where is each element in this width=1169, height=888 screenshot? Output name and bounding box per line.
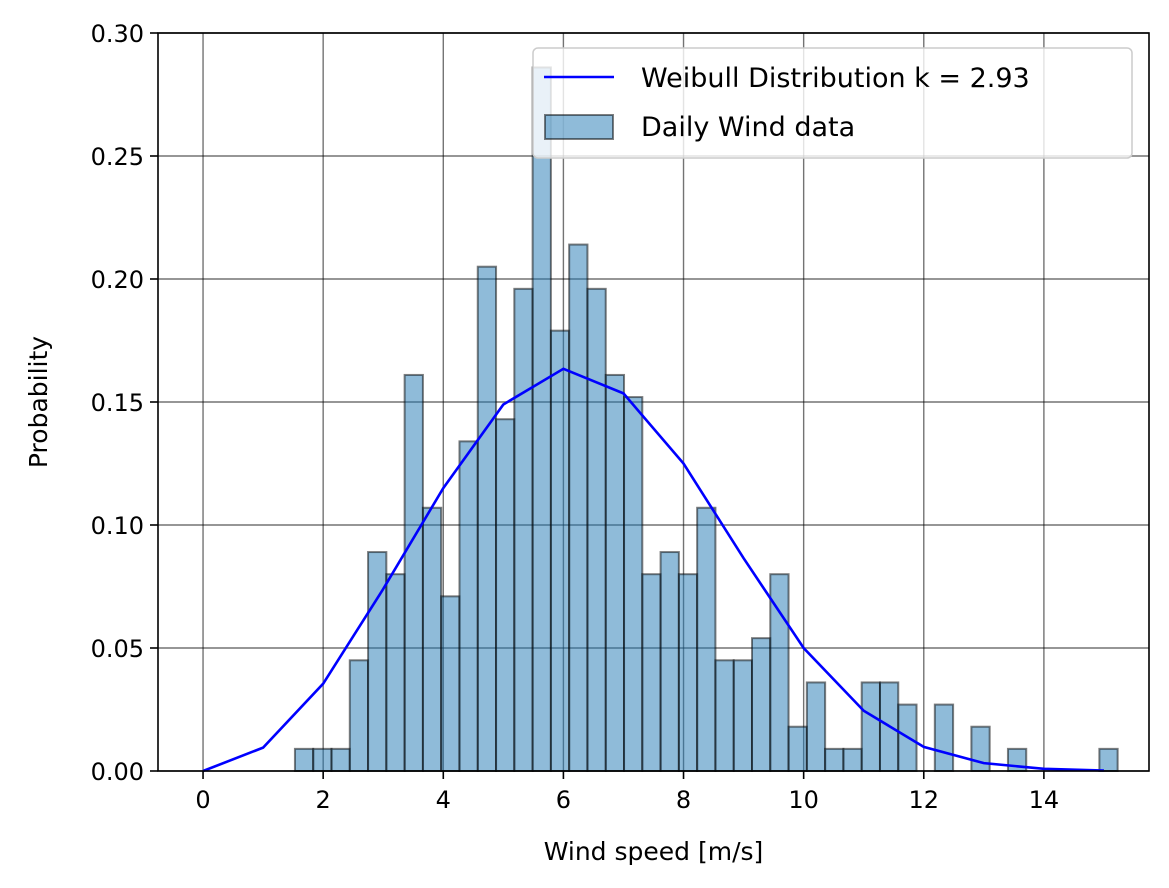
histogram-bar	[531, 66, 552, 772]
histogram-bar	[568, 243, 589, 772]
histogram-bar	[787, 725, 808, 772]
histogram-bar	[750, 637, 772, 772]
legend-label-weibull: Weibull Distribution k = 2.93	[641, 63, 1030, 94]
histogram-bar	[641, 573, 662, 773]
histogram-bar	[805, 681, 827, 772]
histogram-bar	[385, 573, 406, 773]
x-tick-label: 2	[316, 786, 331, 814]
x-tick-label: 14	[1029, 786, 1060, 814]
x-axis-title: Wind speed [m/s]	[544, 837, 764, 866]
histogram-bar	[860, 681, 881, 772]
histogram-bar	[403, 373, 424, 772]
y-tick-label: 0.00	[91, 758, 144, 786]
x-tick-label: 4	[436, 786, 451, 814]
legend: Weibull Distribution k = 2.93 Daily Wind…	[532, 47, 1133, 159]
y-tick-label: 0.05	[91, 635, 144, 663]
x-tick-label: 6	[556, 786, 571, 814]
x-tick-label: 0	[195, 786, 210, 814]
histogram-bar	[714, 659, 735, 772]
histogram-bar	[513, 287, 534, 772]
histogram-bar	[458, 440, 479, 772]
histogram-bar	[348, 659, 370, 772]
histogram-bar	[623, 396, 644, 772]
histogram-bar	[367, 551, 388, 772]
x-tick-label: 12	[908, 786, 939, 814]
histogram-bar	[732, 659, 753, 772]
histogram-bar	[330, 747, 351, 772]
weibull-distribution-line	[202, 367, 1104, 773]
histogram-bar	[824, 747, 845, 772]
y-tick-label: 0.25	[91, 143, 144, 171]
y-tick-label: 0.10	[91, 512, 144, 540]
y-tick-label: 0.30	[91, 20, 144, 48]
y-tick-label: 0.20	[91, 266, 144, 294]
weibull-line-layer	[202, 367, 1104, 773]
legend-box	[532, 47, 1133, 159]
x-tick-label: 10	[788, 786, 819, 814]
legend-bar-swatch	[544, 114, 614, 140]
histogram-bar	[933, 703, 955, 773]
histogram-bar	[421, 506, 443, 772]
y-tick-label: 0.15	[91, 389, 144, 417]
axis-ticks: 0 2 4 6 8 10 12 14 0.00 0.05 0.10 0.15 0.20 0.25 0.30	[91, 20, 1060, 814]
histogram-bar	[293, 747, 315, 772]
histogram-bar	[476, 265, 498, 772]
histogram-bar	[495, 418, 516, 772]
y-axis-title: Probability	[24, 336, 53, 468]
histogram-bar	[604, 373, 626, 772]
histogram-bar	[659, 551, 680, 772]
histogram-bar	[586, 287, 607, 772]
histogram-bar	[696, 506, 717, 772]
histogram-bar	[842, 747, 863, 772]
histogram-bar	[549, 329, 571, 772]
histogram-bar	[1098, 747, 1119, 772]
histogram-bar	[312, 747, 333, 772]
histogram-bar	[440, 595, 461, 773]
x-tick-label: 8	[676, 786, 691, 814]
histogram-bar	[677, 573, 699, 773]
legend-label-histogram: Daily Wind data	[641, 112, 855, 143]
